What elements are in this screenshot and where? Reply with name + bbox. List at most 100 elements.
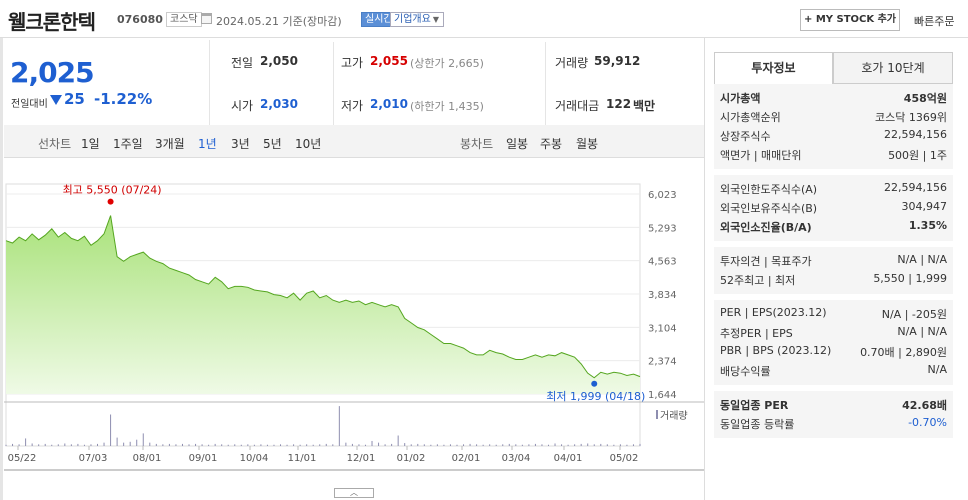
info-section: PER | EPS(2023.12) N/A | -205원 추정PER | EPS… [714, 300, 953, 385]
info-value: 22,594,156 [884, 128, 947, 141]
volume-bar [253, 444, 255, 446]
volume-bar [567, 444, 569, 446]
stats-divider [333, 42, 334, 125]
top-bar [0, 0, 968, 38]
price-chart: 6,023 5,293 4,563 3,834 3,104 2,374 1,644 최고 5,… [4, 183, 704, 471]
price-line [5, 215, 641, 379]
stock-code: 076080 [117, 13, 163, 26]
volume-bar [208, 444, 210, 446]
y-tick-label: 3,104 [648, 323, 677, 334]
x-tick-label: 01/02 [397, 453, 426, 464]
volume-bar [600, 443, 602, 446]
volume-bar [345, 442, 347, 446]
down-triangle-icon [50, 95, 62, 105]
volume-bar [338, 406, 340, 446]
volume-bar [77, 443, 79, 446]
volume-bar [247, 444, 249, 446]
current-price: 2,025 [10, 56, 95, 89]
range-10y[interactable]: 10년 [295, 137, 322, 151]
volume-bar [502, 444, 504, 446]
high-marker [107, 198, 114, 205]
volume-bar [515, 444, 517, 446]
volume-bar [312, 444, 314, 446]
info-label: 외국인소진율(B/A) [720, 221, 812, 234]
range-1y[interactable]: 1년 [198, 137, 217, 151]
info-section: 외국인한도주식수(A) 22,594,156 외국인보유주식수(B) 304,947 외… [714, 175, 953, 241]
period-weekly[interactable]: 주봉 [540, 137, 563, 151]
upper-limit-note: (상한가 2,665) [410, 57, 484, 70]
volume-bar [319, 444, 321, 446]
info-value: N/A [927, 363, 947, 376]
amount-label: 거래대금 [555, 99, 600, 113]
volume-bar [155, 443, 157, 446]
my-stock-add-button[interactable]: + MY STOCK 추가 [800, 9, 900, 31]
volume-bar [580, 443, 582, 446]
open-value: 2,030 [260, 97, 298, 111]
range-3m[interactable]: 3개월 [155, 137, 185, 151]
info-value: N/A | -205원 [881, 308, 947, 321]
volume-bar [613, 444, 615, 446]
volume-bar [489, 444, 491, 446]
volume-bar [397, 435, 399, 446]
volume-bar [528, 444, 530, 446]
company-info-dropdown[interactable]: 기업개요 ▼ [390, 12, 444, 27]
volume-bar [44, 443, 46, 446]
quick-order-button[interactable]: 빠른주문 [914, 15, 955, 28]
info-label: 배당수익률 [720, 365, 771, 378]
company-name: 웰크론한텍 [8, 10, 96, 34]
tab-investment-info[interactable]: 투자정보 [714, 52, 833, 84]
volume-bar [547, 444, 549, 446]
info-value: 0.70배 | 2,890원 [860, 346, 947, 359]
volume-bar [286, 444, 288, 446]
x-tick-label: 05/02 [610, 453, 639, 464]
volume-bar [364, 444, 366, 446]
info-label: 외국인보유주식수(B) [720, 202, 818, 215]
volume-bar [181, 443, 183, 446]
range-5y[interactable]: 5년 [263, 137, 282, 151]
info-value: 42.68배 [902, 399, 947, 412]
volume-bar [299, 444, 301, 446]
info-label: 동일업종 PER [720, 399, 789, 412]
candle-chart-label: 봉차트 [460, 137, 494, 151]
volume-bar [626, 444, 628, 446]
open-label: 시가 [231, 99, 254, 113]
info-section: 동일업종 PER 42.68배 동일업종 등락률 -0.70% [714, 391, 953, 438]
volume-bar [332, 444, 334, 446]
volume-bar [31, 443, 33, 446]
y-tick-label: 5,293 [648, 223, 677, 234]
volume-bar [469, 443, 471, 446]
stats-divider [545, 42, 546, 125]
volume-bar [325, 443, 327, 446]
volume-bar [12, 443, 14, 446]
volume-bar [5, 444, 7, 446]
volume-value: 59,912 [594, 54, 641, 68]
info-label: 52주최고 | 최저 [720, 274, 796, 287]
info-value: 500원 | 1주 [888, 149, 947, 162]
volume-bar [534, 443, 536, 446]
amount-value: 122 [606, 97, 632, 111]
x-tick-label: 08/01 [133, 453, 162, 464]
range-3y[interactable]: 3년 [231, 137, 250, 151]
volume-bar [463, 444, 465, 446]
low-annotation: 최저 1,999 (04/18) [546, 390, 645, 403]
volume-bar [358, 444, 360, 446]
volume-bar [90, 444, 92, 446]
info-label: 추정PER | EPS [720, 327, 793, 340]
volume-label: 거래량 [555, 56, 589, 70]
range-1w[interactable]: 1주일 [113, 137, 143, 151]
info-label: 투자의견 | 목표주가 [720, 255, 812, 268]
vs-prev-value: 25 [64, 90, 85, 108]
volume-bar [449, 444, 451, 446]
tab-orderbook[interactable]: 호가 10단계 [833, 52, 953, 84]
volume-bar [619, 444, 621, 446]
volume-bar [404, 443, 406, 446]
period-daily[interactable]: 일봉 [506, 137, 529, 151]
volume-bar [266, 444, 268, 446]
volume-bar [443, 444, 445, 446]
x-tick-label: 12/01 [347, 453, 376, 464]
chart-collapse-handle[interactable]: ︿ [334, 488, 374, 498]
volume-bar [110, 414, 112, 446]
volume-bar [293, 444, 295, 446]
range-1d[interactable]: 1일 [81, 137, 100, 151]
period-monthly[interactable]: 월봉 [576, 137, 599, 151]
